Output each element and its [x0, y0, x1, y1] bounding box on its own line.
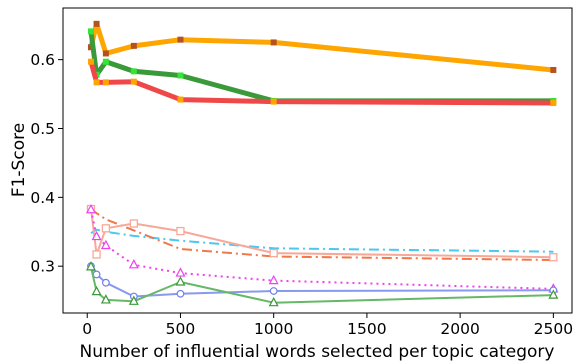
data-point: [87, 28, 94, 35]
data-point: [130, 42, 137, 49]
data-point: [176, 226, 185, 236]
y-axis-ticks: 0.3 0.4 0.5 0.6: [30, 51, 63, 276]
data-point: [102, 50, 109, 57]
series-6: [85, 203, 559, 293]
series-line: [90, 266, 554, 304]
series-8: [85, 261, 559, 307]
series-line: [90, 228, 554, 253]
y-tick-label: 0.4: [30, 189, 55, 207]
data-point: [85, 203, 96, 214]
x-tick-label: 2000: [440, 320, 479, 338]
data-point: [85, 261, 96, 271]
y-axis-label: F1-Score: [9, 123, 29, 197]
x-tick-label: 2500: [534, 320, 573, 338]
series-line: [88, 21, 554, 73]
plot-area-frame: [62, 7, 573, 314]
series-4: [90, 208, 554, 261]
data-point: [93, 79, 100, 86]
x-axis-ticks: 0 500 1000 1500 2000 2500: [82, 313, 573, 338]
data-point: [128, 259, 139, 269]
data-point: [101, 278, 110, 287]
y-tick-label: 0.5: [30, 120, 55, 138]
x-tick-label: 1500: [347, 320, 386, 338]
data-point: [128, 295, 139, 305]
series-5: [86, 204, 558, 262]
series-layer: [85, 20, 559, 307]
series-2: [87, 58, 557, 107]
data-point: [102, 79, 109, 86]
data-point: [177, 96, 184, 103]
data-point: [100, 239, 111, 250]
data-point: [91, 230, 102, 241]
data-point: [268, 274, 279, 285]
data-point: [270, 39, 277, 46]
y-tick-label: 0.6: [30, 51, 55, 69]
data-point: [270, 98, 277, 105]
data-point: [177, 72, 184, 79]
data-point: [87, 58, 94, 65]
data-point: [130, 68, 137, 75]
series-line: [90, 209, 554, 290]
data-point: [101, 224, 111, 233]
data-point: [92, 250, 101, 259]
data-point: [175, 276, 186, 286]
series-line: [90, 265, 554, 298]
data-point: [175, 267, 186, 277]
series-line: [90, 208, 554, 261]
data-point: [269, 248, 278, 258]
data-point: [176, 289, 185, 298]
data-point: [268, 296, 279, 307]
data-point: [269, 287, 278, 295]
series-line: [88, 61, 554, 106]
series-7: [87, 262, 558, 301]
data-point: [91, 285, 102, 296]
series-0: [87, 20, 557, 73]
series-3: [90, 228, 554, 253]
x-tick-label: 0: [82, 320, 92, 338]
y-tick-label: 0.3: [30, 258, 55, 276]
data-point: [550, 100, 557, 107]
data-point: [550, 66, 557, 73]
data-point: [549, 253, 558, 262]
x-tick-label: 500: [166, 320, 196, 338]
data-point: [102, 58, 109, 65]
data-point: [129, 219, 138, 228]
data-point: [100, 294, 111, 304]
data-point: [130, 78, 137, 85]
x-tick-label: 1000: [254, 320, 293, 338]
data-point: [548, 289, 559, 299]
data-point: [93, 20, 100, 27]
x-axis-label: Number of influential words selected per…: [80, 342, 555, 362]
data-point: [177, 36, 184, 43]
